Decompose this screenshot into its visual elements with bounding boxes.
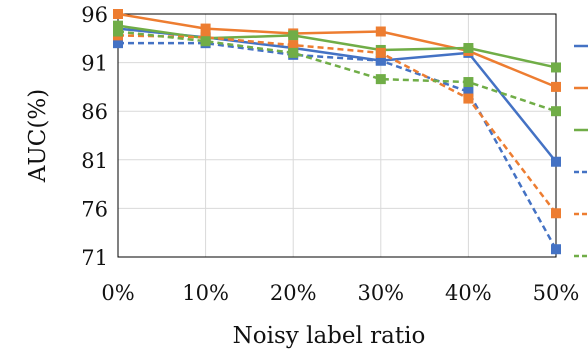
data-point xyxy=(288,30,299,41)
x-axis-ticks: 0% 10% 20% 30% 40% 50% xyxy=(101,281,579,305)
data-point xyxy=(200,36,211,47)
x-tick-label: 10% xyxy=(182,281,229,305)
series-6 xyxy=(113,26,561,117)
legend xyxy=(574,44,588,258)
data-point xyxy=(113,26,123,37)
data-point xyxy=(463,43,474,54)
y-axis-title: AUC(%) xyxy=(25,89,51,183)
data-point xyxy=(375,47,386,58)
data-point xyxy=(551,156,561,167)
series-line xyxy=(117,30,557,113)
data-point xyxy=(551,81,561,92)
y-tick-label: 86 xyxy=(81,100,108,124)
data-point xyxy=(551,62,561,73)
series-1 xyxy=(113,23,561,167)
y-axis-ticks: 96 91 86 81 76 71 xyxy=(81,3,108,270)
data-point xyxy=(551,106,561,117)
data-point xyxy=(113,9,123,19)
plot-area xyxy=(117,13,557,258)
data-point xyxy=(375,26,386,37)
data-point xyxy=(375,55,386,66)
y-tick-label: 71 xyxy=(81,246,108,270)
series-line xyxy=(118,41,558,250)
x-tick-label: 40% xyxy=(445,281,492,305)
data-point xyxy=(200,23,211,34)
x-tick-label: 20% xyxy=(270,281,317,305)
series-line xyxy=(117,12,557,89)
data-point xyxy=(463,77,474,88)
data-point xyxy=(288,40,299,51)
grid-lines xyxy=(117,13,557,258)
series-4 xyxy=(113,38,561,255)
y-tick-label: 91 xyxy=(81,52,108,76)
series-line xyxy=(117,34,557,215)
data-point xyxy=(375,74,386,85)
data-point xyxy=(551,244,561,255)
x-tick-label: 0% xyxy=(101,281,134,305)
x-tick-label: 50% xyxy=(533,281,580,305)
x-axis-title: Noisy label ratio xyxy=(233,323,426,349)
x-tick-label: 30% xyxy=(357,281,404,305)
series-lines xyxy=(113,9,561,255)
series-2 xyxy=(113,9,561,92)
data-point xyxy=(113,20,123,31)
y-tick-label: 81 xyxy=(81,149,108,173)
series-5 xyxy=(113,30,561,219)
data-point xyxy=(463,86,474,97)
data-point xyxy=(288,47,299,58)
data-point xyxy=(463,93,474,104)
series-line xyxy=(117,27,557,163)
y-tick-label: 96 xyxy=(81,3,108,27)
series-3 xyxy=(113,20,561,73)
data-point xyxy=(551,208,561,219)
data-point xyxy=(113,38,123,49)
y-tick-label: 76 xyxy=(81,197,108,221)
